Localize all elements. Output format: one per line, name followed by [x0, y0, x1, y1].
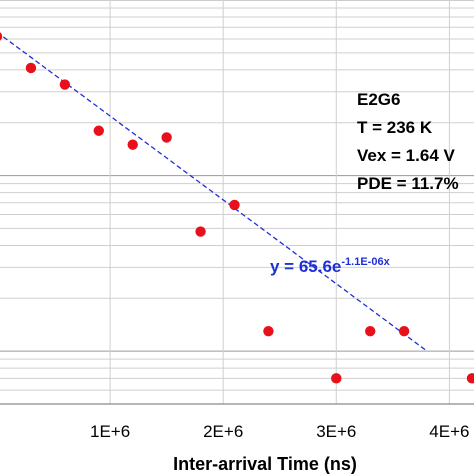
annotation-line-vex: Vex = 1.64 V — [357, 146, 455, 165]
annotation-line-temperature: T = 236 K — [357, 118, 433, 137]
data-point — [0, 32, 3, 41]
x-axis-title: Inter-arrival Time (ns) — [173, 454, 357, 474]
grid — [0, 0, 474, 405]
x-tick-label: 3E+6 — [316, 422, 356, 441]
x-tick-label: 2E+6 — [203, 422, 243, 441]
data-point — [229, 199, 240, 211]
data-point — [25, 62, 37, 74]
annotation-line-pde: PDE = 11.7% — [357, 174, 459, 193]
annotation-box: E2G6 T = 236 K Vex = 1.64 V PDE = 11.7% — [357, 90, 459, 193]
data-point — [263, 325, 274, 337]
data-point — [195, 226, 206, 237]
trendline-equation: y = 65.6e-1.1E-06x — [270, 256, 391, 276]
x-tick-label: 1E+6 — [90, 422, 130, 441]
data-point — [331, 373, 342, 384]
trendline-equation-exponent: -1.1E-06x — [341, 256, 390, 268]
data-point — [398, 325, 410, 337]
data-point — [161, 132, 172, 143]
data-point — [93, 125, 104, 136]
x-tick-labels: 1E+6 2E+6 3E+6 4E+6 — [90, 422, 469, 441]
data-points — [0, 32, 474, 384]
data-point — [59, 79, 71, 90]
data-point — [466, 373, 474, 384]
trendline-equation-base: y = 65.6e — [270, 257, 341, 276]
annotation-line-sensor: E2G6 — [357, 90, 400, 109]
data-point — [365, 325, 376, 337]
x-tick-label: 4E+6 — [429, 422, 469, 441]
data-point — [127, 139, 138, 150]
